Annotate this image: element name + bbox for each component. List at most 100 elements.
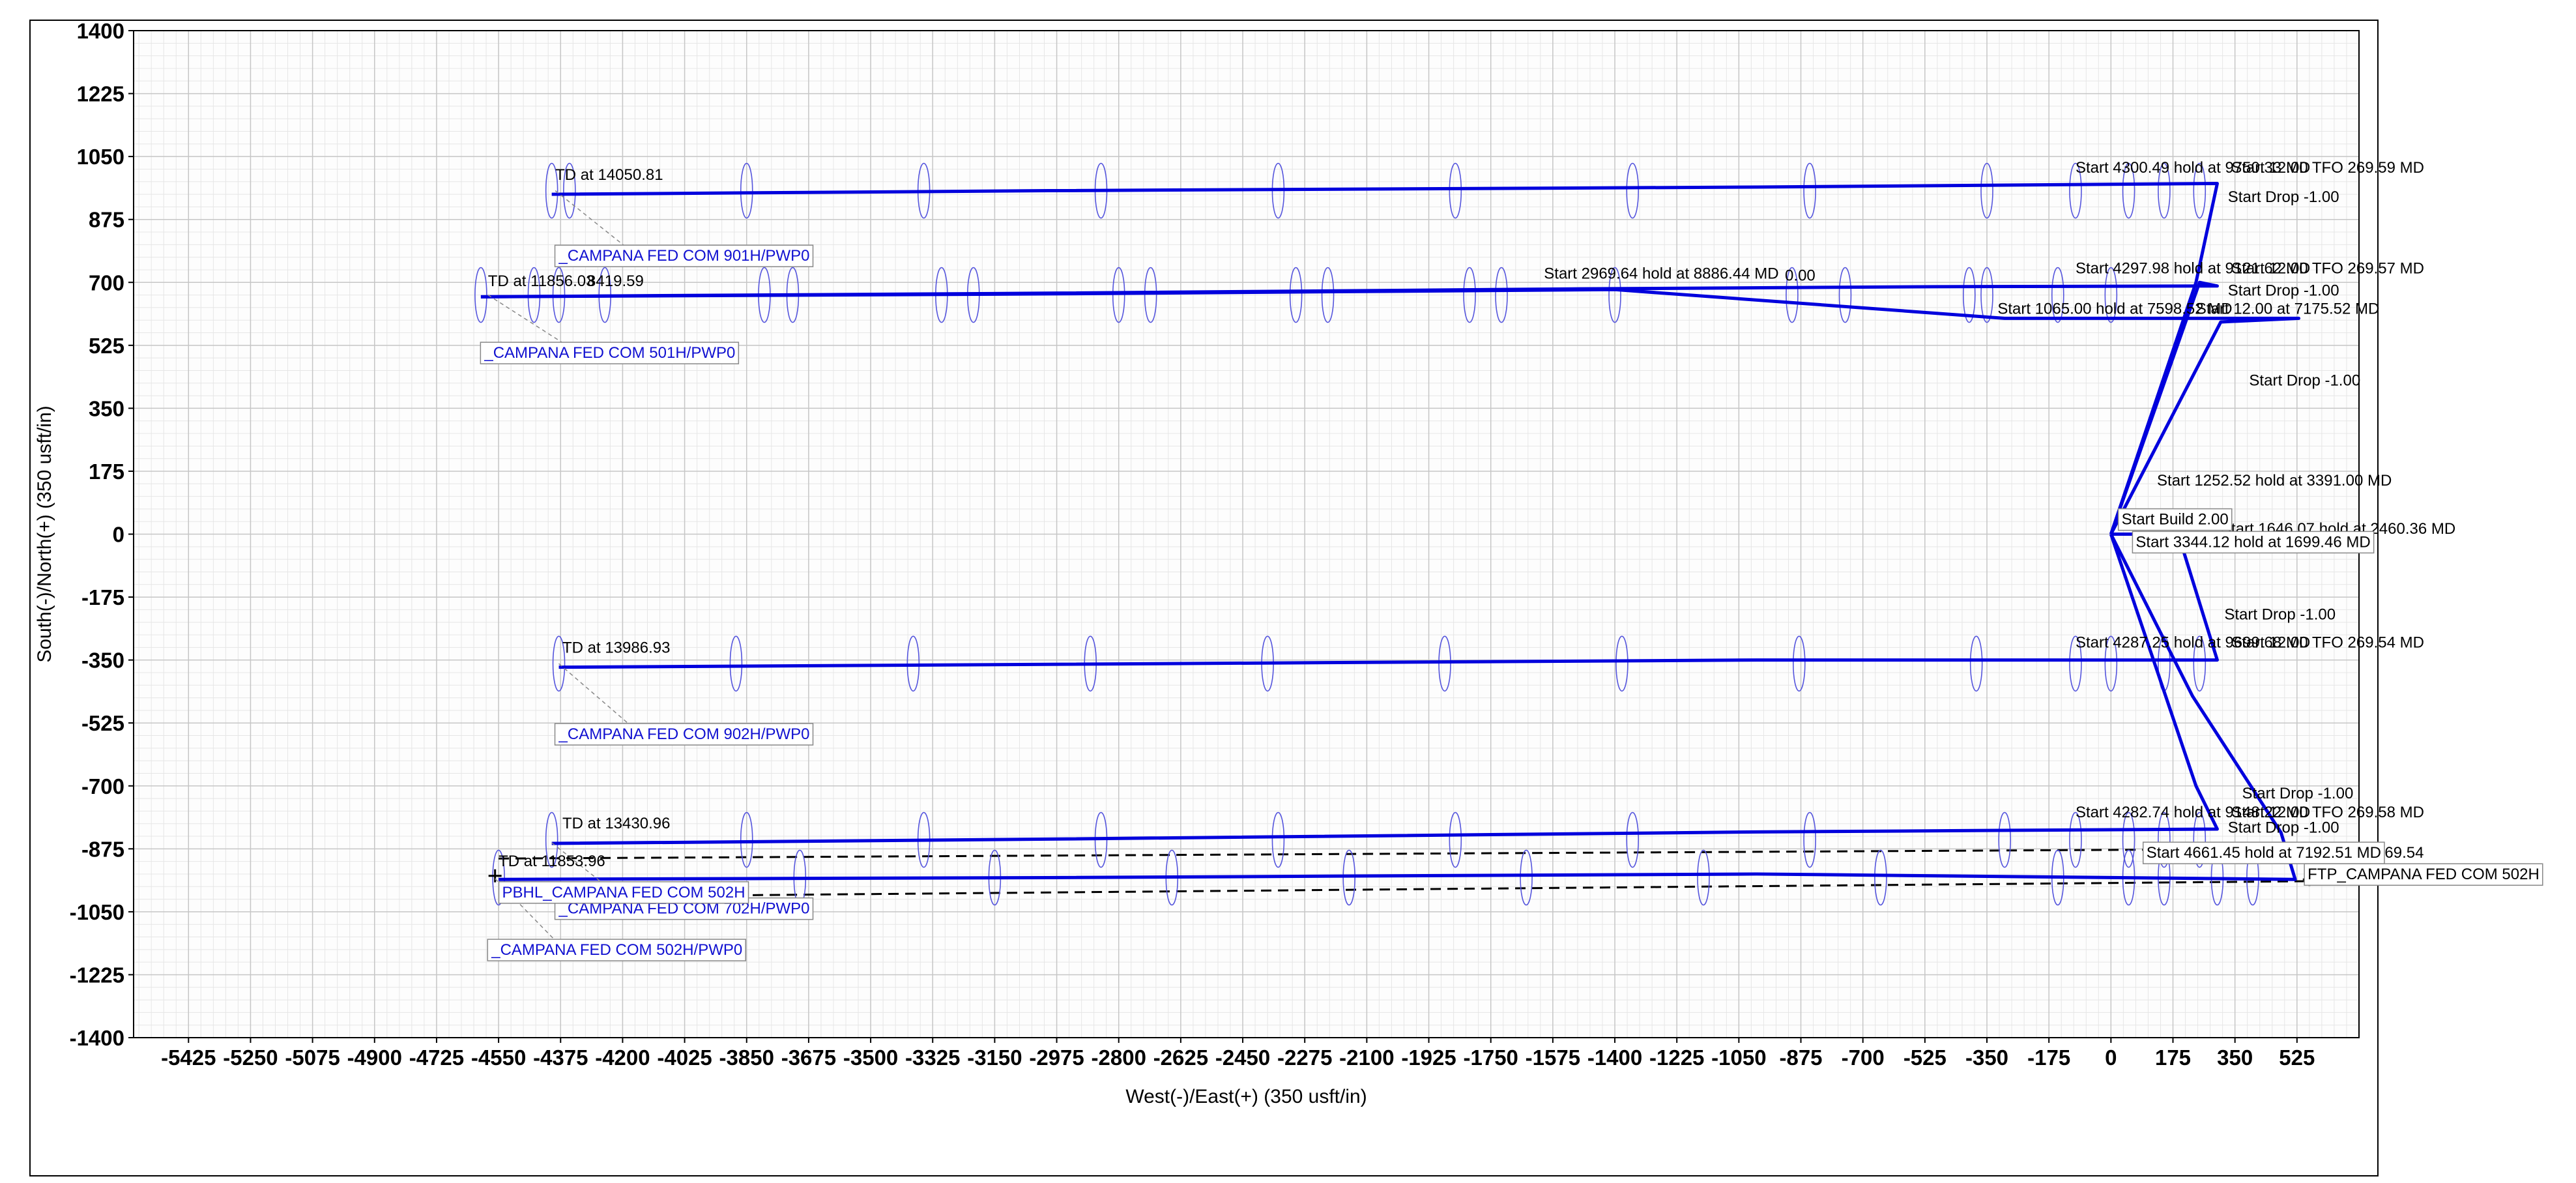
uncertainty-ellipse xyxy=(545,162,558,219)
annotation-label: TD at 14050.81 xyxy=(555,166,663,184)
y-tick-label: 350 xyxy=(89,396,124,420)
uncertainty-ellipse xyxy=(1615,635,1628,692)
annotation-label: Start 1252.52 hold at 3391.00 MD xyxy=(2157,472,2392,489)
x-tick-label: -525 xyxy=(1903,1045,1946,1070)
annotation-label: TD at 11853.96 xyxy=(499,853,605,870)
y-tick-label: 175 xyxy=(89,460,124,484)
y-tick-label: 1050 xyxy=(77,145,124,169)
x-tick-label: -700 xyxy=(1842,1045,1885,1070)
x-tick-label: -4725 xyxy=(409,1045,464,1070)
uncertainty-ellipse xyxy=(1289,267,1303,323)
x-tick-label: 0 xyxy=(2105,1045,2117,1070)
x-tick-label: -3150 xyxy=(967,1045,1022,1070)
x-tick-label: -2800 xyxy=(1092,1045,1146,1070)
annotation-label: 0.00 xyxy=(1785,267,1816,284)
y-tick-label: -1400 xyxy=(70,1026,124,1050)
x-tick-label: -350 xyxy=(1965,1045,2008,1070)
uncertainty-ellipse xyxy=(2051,267,2064,323)
hardline-dashed xyxy=(499,880,2309,899)
x-tick-label: -875 xyxy=(1779,1045,1822,1070)
annotation-label: Start Drop -1.00 xyxy=(2228,819,2339,836)
annotation-label: Start 12.00 TFO 269.54 MD xyxy=(2231,634,2424,651)
annotation-label: Start Drop -1.00 xyxy=(2242,785,2354,802)
uncertainty-ellipse xyxy=(1438,635,1451,692)
uncertainty-ellipse xyxy=(2122,162,2135,219)
uncertainty-ellipse xyxy=(1271,811,1285,868)
uncertainty-ellipse xyxy=(1838,267,1852,323)
uncertainty-ellipse xyxy=(740,162,753,219)
well-name-label: _CAMPANA FED COM 902H/PWP0 xyxy=(558,725,810,743)
uncertainty-ellipse xyxy=(1626,162,1640,219)
x-tick-label: -5075 xyxy=(285,1045,340,1070)
annotation-label: Start 4287.25 hold at 9699.68 MD xyxy=(2076,634,2310,651)
uncertainty-ellipse xyxy=(740,811,753,868)
well-path xyxy=(551,533,2219,845)
uncertainty-ellipse xyxy=(1980,162,1993,219)
y-tick-label: 1400 xyxy=(77,19,124,43)
well-name-label: _CAMPANA FED COM 901H/PWP0 xyxy=(558,247,810,265)
x-tick-label: -2975 xyxy=(1029,1045,1084,1070)
x-tick-label: -2275 xyxy=(1277,1045,1332,1070)
uncertainty-ellipse xyxy=(1969,635,1983,692)
annotation-box xyxy=(2117,508,2233,531)
annotation-label: Start Drop -1.00 xyxy=(2228,188,2339,206)
uncertainty-ellipse xyxy=(1321,267,1335,323)
y-tick-label: 700 xyxy=(89,270,124,295)
x-tick-label: -2625 xyxy=(1153,1045,1208,1070)
annotation-label: TD at 13986.93 xyxy=(562,639,670,657)
well-name-box xyxy=(487,939,746,961)
x-tick-label: -4900 xyxy=(347,1045,402,1070)
uncertainty-ellipse xyxy=(1608,267,1621,323)
major-grid xyxy=(134,30,2359,1038)
uncertainty-ellipse xyxy=(1144,267,1157,323)
x-tick-label: -3850 xyxy=(719,1045,774,1070)
well-name-box xyxy=(554,723,814,746)
annotation-label: TD at 13430.96 xyxy=(562,815,670,832)
uncertainty-ellipse xyxy=(563,162,576,219)
uncertainty-ellipse xyxy=(2193,162,2207,219)
annotation-label: Start 12.00 TFO 269.59 MD xyxy=(2231,159,2424,177)
x-tick-label: -4375 xyxy=(533,1045,588,1070)
uncertainty-ellipse xyxy=(492,849,505,906)
chart-frame xyxy=(29,20,2379,1176)
y-tick-label: 525 xyxy=(89,334,124,358)
well-name-box xyxy=(498,881,749,904)
uncertainty-ellipse xyxy=(2104,267,2118,323)
y-tick-label: -350 xyxy=(81,649,124,673)
annotation-box xyxy=(2132,531,2375,554)
uncertainty-ellipse xyxy=(1520,849,1533,906)
uncertainty-ellipse xyxy=(2193,635,2207,692)
uncertainty-ellipse xyxy=(474,267,487,323)
annotation-label: Start 4297.98 hold at 9121.62 MD xyxy=(2076,259,2310,277)
x-tick-label: -175 xyxy=(2027,1045,2070,1070)
y-tick-label: -1225 xyxy=(70,963,124,987)
annotation-label: Start 4282.74 hold at 9148.22 MD xyxy=(2076,804,2310,821)
uncertainty-ellipse xyxy=(2158,162,2171,219)
uncertainty-ellipse xyxy=(1786,267,1799,323)
y-tick-label: -1050 xyxy=(70,900,124,924)
well-path xyxy=(480,280,2219,535)
x-tick-label: -5425 xyxy=(161,1045,216,1070)
y-tick-label: -700 xyxy=(81,774,124,798)
x-tick-label: 525 xyxy=(2279,1045,2315,1070)
x-axis-title: West(-)/East(+) (350 usft/in) xyxy=(1125,1086,1367,1107)
x-tick-label: 175 xyxy=(2155,1045,2191,1070)
annotation-label: Start 1065.00 hold at 7598.52 MD xyxy=(1997,300,2232,317)
uncertainty-ellipse xyxy=(1963,267,1976,323)
well-name-label: PBHL_CAMPANA FED COM 502H xyxy=(502,884,745,901)
leader-line xyxy=(487,294,570,348)
uncertainty-ellipse xyxy=(1980,267,1993,323)
x-tick-label: -1925 xyxy=(1401,1045,1456,1070)
annotation-label: Start 2969.64 hold at 8886.44 MD xyxy=(1544,265,1778,283)
y-axis-title: South(-)/North(+) (350 usft/in) xyxy=(34,405,55,662)
uncertainty-ellipse xyxy=(2069,811,2082,868)
x-tick-label: -3675 xyxy=(781,1045,836,1070)
x-tick-label: -1050 xyxy=(1711,1045,1766,1070)
y-tick-label: 1225 xyxy=(77,82,124,106)
x-tick-label: -1750 xyxy=(1464,1045,1518,1070)
annotation-label: Start Drop -1.00 xyxy=(2249,372,2360,390)
leader-line xyxy=(558,663,630,725)
well-name-label: _CAMPANA FED COM 502H/PWP0 xyxy=(491,941,742,959)
y-tick-label: 875 xyxy=(89,208,124,232)
uncertainty-ellipse xyxy=(2069,635,2082,692)
